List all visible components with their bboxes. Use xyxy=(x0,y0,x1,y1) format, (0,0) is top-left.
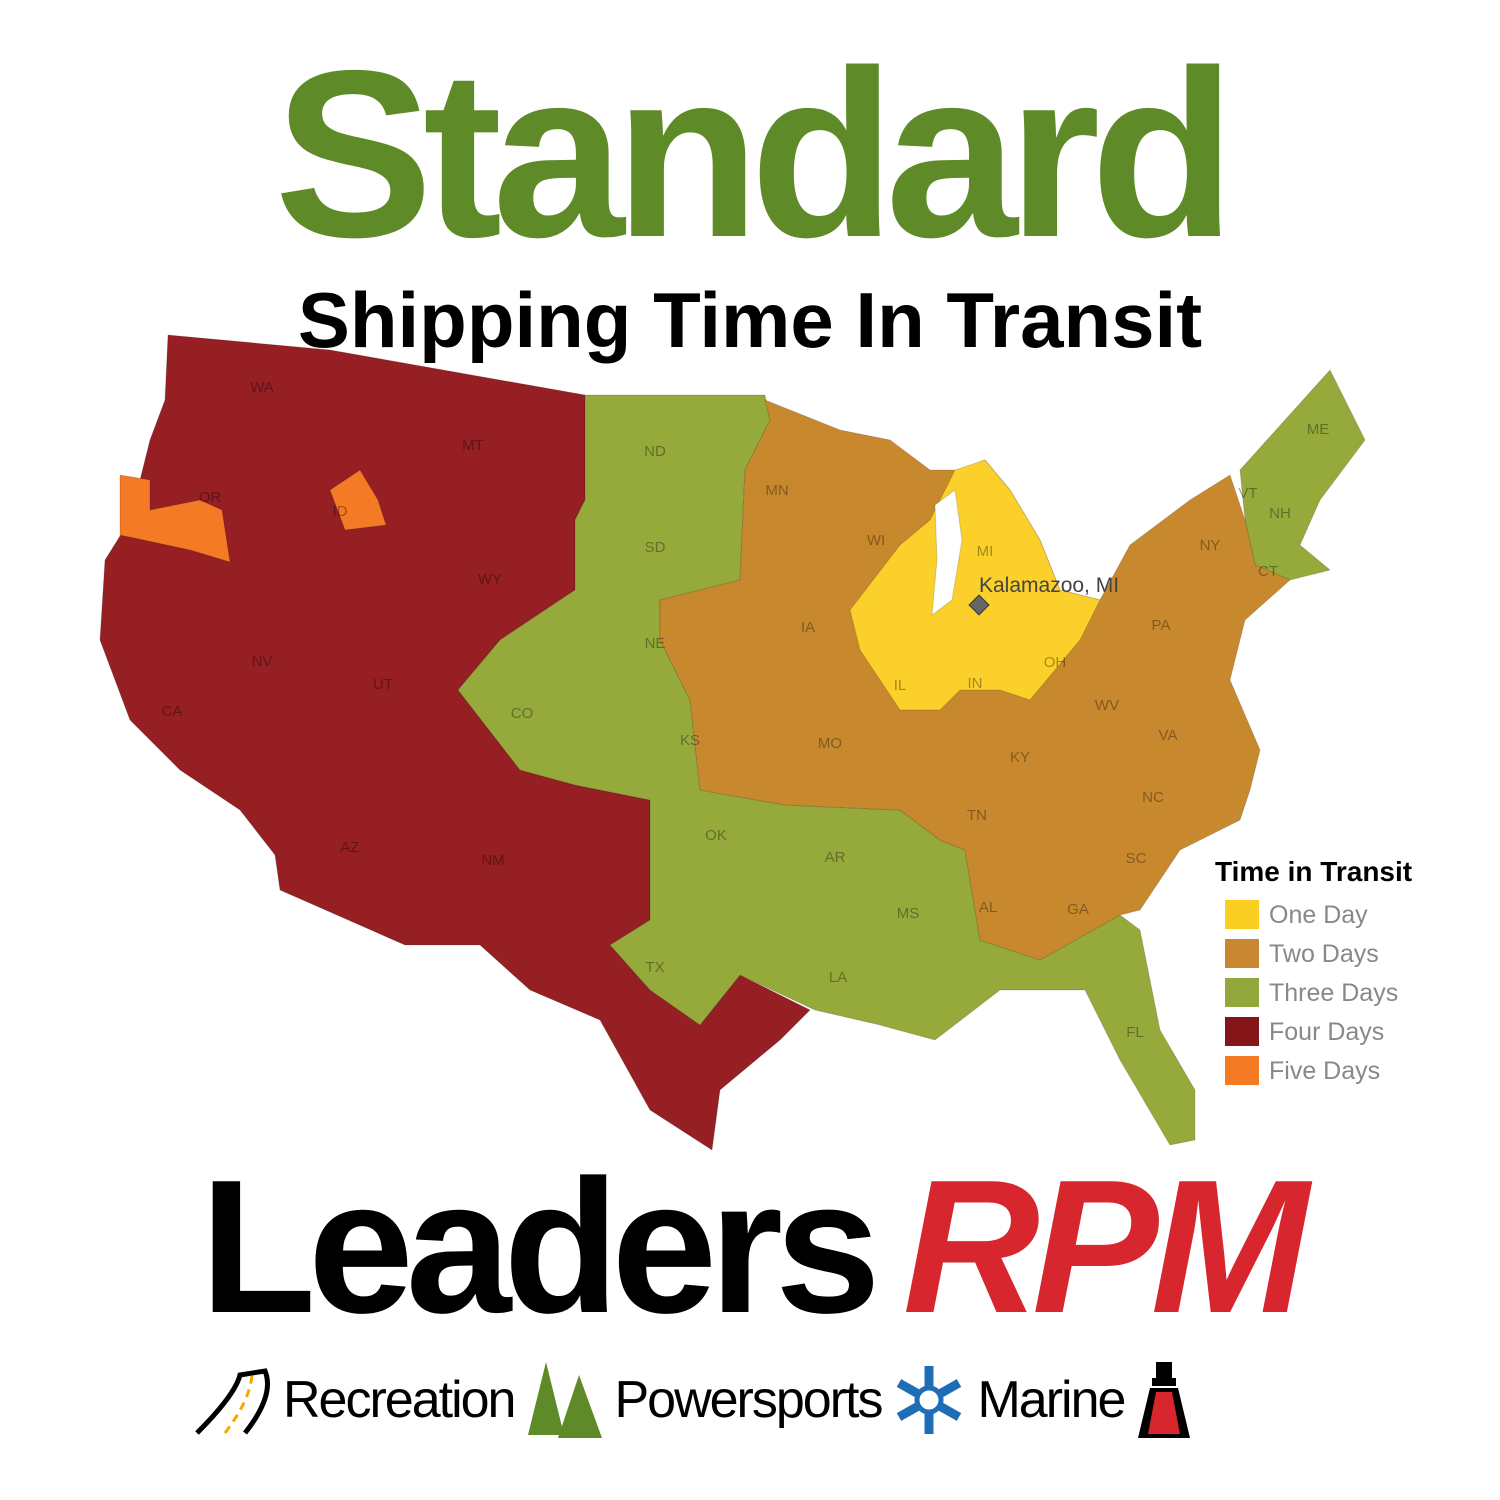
origin-marker: Kalamazoo, MI xyxy=(968,574,1119,616)
state-label-ut: UT xyxy=(373,676,393,693)
state-label-la: LA xyxy=(829,969,847,986)
legend-label: One Day xyxy=(1269,900,1368,929)
division-recreation: Recreation xyxy=(283,1371,516,1429)
state-label-il: IL xyxy=(894,677,907,694)
state-label-oh: OH xyxy=(1044,654,1067,671)
legend-swatch xyxy=(1225,939,1259,968)
legend: Time in Transit One Day Two Days Three Day… xyxy=(1215,855,1412,1090)
road-icon xyxy=(195,1368,270,1435)
state-label-fl: FL xyxy=(1126,1024,1144,1041)
state-label-ar: AR xyxy=(825,849,846,866)
region-five-days-oregon xyxy=(119,474,231,563)
page-title: Standard xyxy=(274,22,1236,287)
state-label-sd: SD xyxy=(645,539,666,556)
legend-item: Five Days xyxy=(1225,1051,1412,1090)
lighthouse-icon xyxy=(1138,1362,1191,1438)
state-label-tn: TN xyxy=(967,807,987,824)
state-label-nd: ND xyxy=(644,443,666,460)
state-label-ne: NE xyxy=(645,635,666,652)
brand-accent: RPM xyxy=(902,1141,1309,1353)
lake-michigan xyxy=(931,489,963,617)
division-tagline: Recreation Powersports Marine xyxy=(195,1360,1194,1440)
state-label-mo: MO xyxy=(818,735,842,752)
state-label-nm: NM xyxy=(481,852,504,869)
state-label-ny: NY xyxy=(1200,537,1221,554)
state-label-ca: CA xyxy=(162,703,183,720)
state-label-ct: CT xyxy=(1258,563,1278,580)
legend-label: Two Days xyxy=(1269,939,1379,968)
state-label-nh: NH xyxy=(1269,505,1291,522)
state-label-wi: WI xyxy=(867,532,885,549)
brand-logo: Leaders RPM xyxy=(200,1150,1309,1345)
legend-title: Time in Transit xyxy=(1215,856,1413,887)
state-label-me: ME xyxy=(1307,421,1330,438)
legend-label: Three Days xyxy=(1269,978,1399,1007)
state-label-mn: MN xyxy=(765,482,788,499)
state-label-nc: NC xyxy=(1142,789,1164,806)
state-label-ia: IA xyxy=(801,619,815,636)
legend-item: Three Days xyxy=(1225,973,1412,1012)
state-label-ks: KS xyxy=(680,732,700,749)
state-label-ga: GA xyxy=(1067,901,1089,918)
pine-trees-icon xyxy=(528,1362,603,1438)
legend-item: Two Days xyxy=(1225,934,1412,973)
brand-name: Leaders xyxy=(200,1141,881,1353)
legend-item: One Day xyxy=(1225,895,1412,934)
state-label-or: OR xyxy=(199,489,222,506)
state-label-ky: KY xyxy=(1010,749,1030,766)
state-label-pa: PA xyxy=(1152,617,1171,634)
state-label-co: CO xyxy=(511,705,534,722)
legend-label: Five Days xyxy=(1269,1056,1381,1085)
state-label-tx: TX xyxy=(645,959,664,976)
state-label-in: IN xyxy=(968,675,983,692)
page-subtitle: Shipping Time In Transit xyxy=(297,276,1203,364)
region-one-day xyxy=(849,459,1101,711)
state-label-wy: WY xyxy=(478,571,502,588)
region-five-days-idaho xyxy=(329,469,387,531)
legend-label: Four Days xyxy=(1269,1017,1385,1046)
state-label-nv: NV xyxy=(252,653,273,670)
snowflake-icon xyxy=(897,1366,962,1434)
division-powersports: Powersports xyxy=(614,1371,883,1429)
legend-swatch xyxy=(1225,1017,1259,1046)
state-label-sc: SC xyxy=(1126,850,1147,867)
state-label-wa: WA xyxy=(250,379,274,396)
state-label-wv: WV xyxy=(1095,697,1119,714)
state-label-vt: VT xyxy=(1238,485,1257,502)
state-label-va: VA xyxy=(1159,727,1178,744)
legend-swatch xyxy=(1225,900,1259,929)
state-label-mi: MI xyxy=(977,543,994,560)
region-three-days-new-england xyxy=(1239,369,1366,581)
legend-item: Four Days xyxy=(1225,1012,1412,1051)
state-label-az: AZ xyxy=(340,839,359,856)
legend-swatch xyxy=(1225,1056,1259,1085)
legend-swatch xyxy=(1225,978,1259,1007)
division-marine: Marine xyxy=(977,1371,1126,1429)
state-label-id: ID xyxy=(333,503,348,520)
state-label-al: AL xyxy=(979,899,997,916)
state-label-mt: MT xyxy=(462,437,484,454)
state-label-ms: MS xyxy=(897,905,920,922)
state-label-ok: OK xyxy=(705,827,727,844)
origin-label: Kalamazoo, MI xyxy=(979,574,1119,597)
